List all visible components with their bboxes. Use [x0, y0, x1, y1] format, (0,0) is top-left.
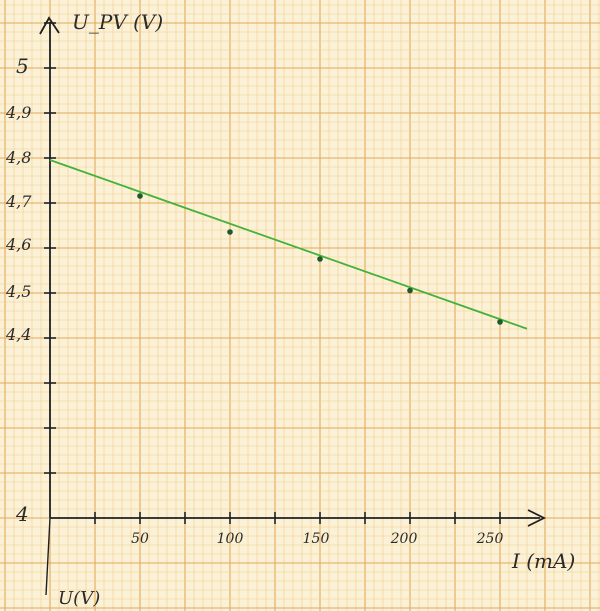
bottom-label: U(V) [58, 588, 100, 609]
data-point [317, 256, 323, 262]
data-point [227, 229, 233, 235]
x-tick-label: 200 [390, 531, 418, 547]
data-point [137, 193, 143, 199]
tick-marks [44, 22, 501, 524]
data-point [497, 319, 503, 325]
x-tick-label: 50 [131, 531, 149, 547]
data-point [407, 287, 413, 294]
y-tick-label: 4,6 [5, 235, 31, 254]
y-tick-label: 5 [16, 54, 29, 78]
x-tick-label: 100 [217, 531, 244, 547]
y-axis-title: U_PV (V) [72, 10, 163, 34]
y-axis-extension [45, 517, 51, 596]
data-points [137, 193, 503, 325]
y-tick-label: 4,5 [5, 282, 31, 301]
x-axis-title: I (mA) [511, 549, 575, 573]
y-tick-label: 4 [15, 502, 29, 526]
y-tick-label: 4,4 [5, 325, 31, 344]
x-tick-label: 250 [476, 531, 504, 547]
fit-line [49, 159, 528, 330]
y-tick-label: 4,8 [5, 148, 31, 167]
x-axis-arrow [527, 509, 547, 527]
x-tick-label: 150 [303, 531, 330, 547]
y-tick-label: 4,9 [5, 103, 31, 122]
y-axis-arrow [39, 16, 60, 35]
y-tick-label: 4,7 [5, 192, 32, 211]
tick-labels: 50 100 150 200 250 4 4,4 4,5 4,6 4,7 4,8 4,9 5 [5, 54, 503, 547]
axes [39, 16, 547, 596]
fit-line-group [49, 159, 528, 330]
